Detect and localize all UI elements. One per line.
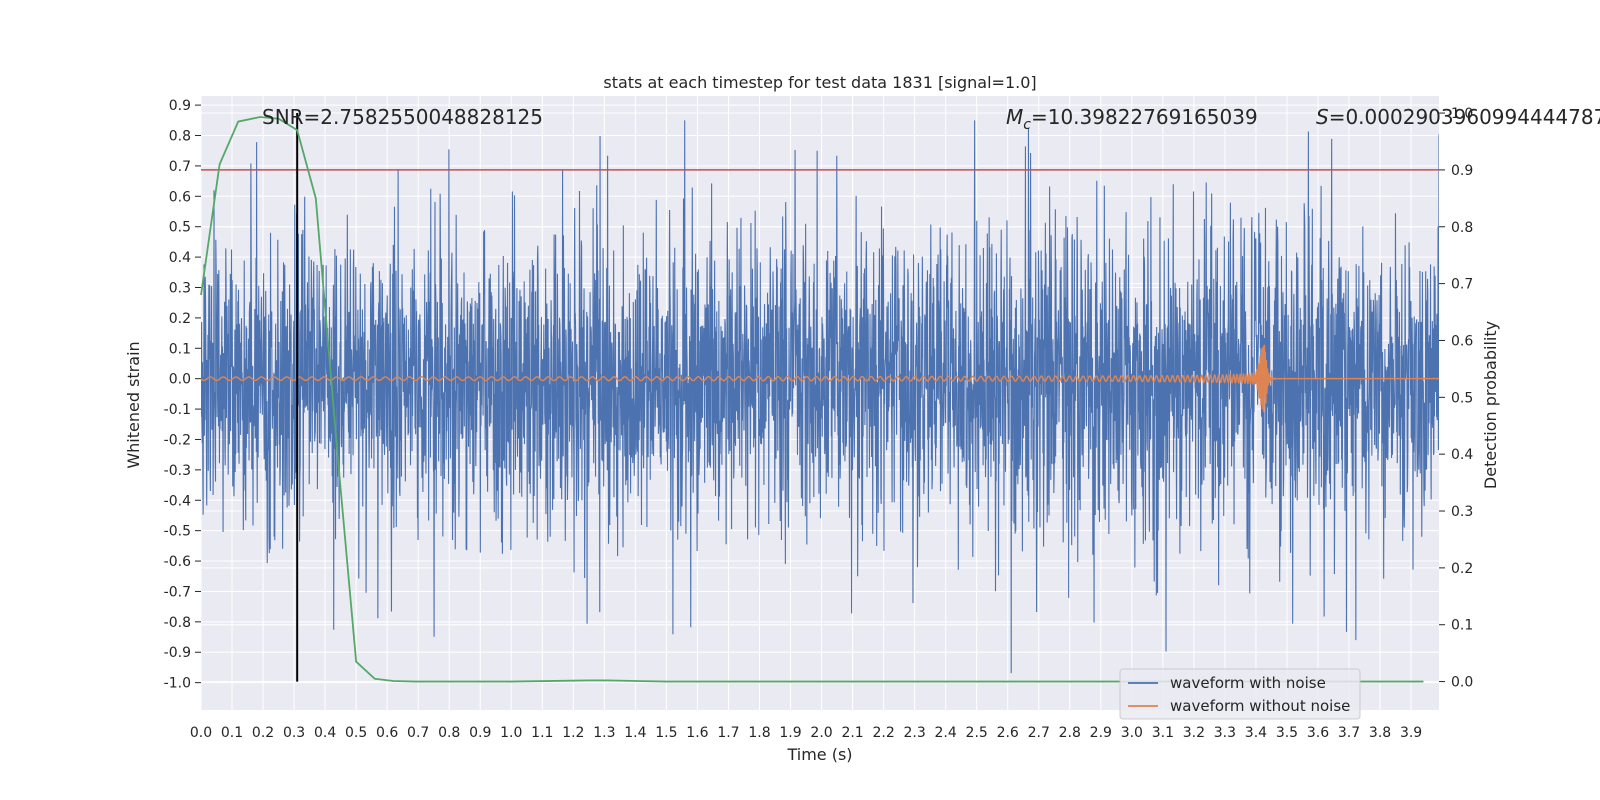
y-tick-label-left: -1.0 [164, 676, 191, 692]
chart-title: stats at each timestep for test data 183… [603, 73, 1036, 92]
y-tick-label-right: 0.7 [1451, 277, 1473, 293]
x-tick-label: 0.2 [252, 725, 274, 741]
x-tick-label: 3.7 [1338, 725, 1360, 741]
x-tick-label: 3.8 [1369, 725, 1391, 741]
y-axis-label-left: Whitened strain [124, 341, 143, 468]
x-tick-label: 2.4 [935, 725, 957, 741]
x-tick-label: 3.4 [1245, 725, 1267, 741]
x-tick-label: 3.5 [1276, 725, 1298, 741]
y-tick-label-left: 0.7 [169, 159, 191, 175]
x-tick-label: 3.6 [1307, 725, 1329, 741]
x-tick-label: 2.7 [1028, 725, 1050, 741]
y-tick-label-right: 0.1 [1451, 618, 1473, 634]
x-tick-label: 3.3 [1214, 725, 1236, 741]
y-tick-label-right: 0.3 [1451, 504, 1473, 520]
x-tick-label: 2.3 [904, 725, 926, 741]
s-annotation: S=0.00029039609944447875 [1316, 105, 1600, 129]
x-tick-label: 3.9 [1400, 725, 1422, 741]
y-tick-label-left: -0.2 [164, 432, 191, 448]
y-tick-label-left: 0.5 [169, 220, 191, 236]
x-tick-label: 1.4 [624, 725, 646, 741]
y-tick-label-left: 0.6 [169, 189, 191, 205]
y-tick-label-left: 0.1 [169, 341, 191, 357]
x-tick-label: 2.0 [810, 725, 832, 741]
snr-annotation: SNR=2.7582550048828125 [262, 105, 543, 129]
y-tick-label-left: -0.3 [164, 463, 191, 479]
mc-symbol: M [1006, 105, 1023, 129]
y-tick-label-right: 0.5 [1451, 390, 1473, 406]
x-tick-label: 3.2 [1183, 725, 1205, 741]
y-tick-label-right: 1.0 [1451, 106, 1473, 122]
y-tick-label-left: -0.9 [164, 645, 191, 661]
s-value: =0.00029039609944447875 [1329, 105, 1600, 129]
x-tick-label: 2.5 [966, 725, 988, 741]
x-tick-label: 1.7 [717, 725, 739, 741]
y-tick-label-left: -0.4 [164, 493, 191, 509]
y-tick-label-left: 0.0 [169, 372, 191, 388]
noise-line [201, 120, 1439, 674]
y-tick-label-left: 0.9 [169, 98, 191, 114]
x-tick-label: 1.2 [562, 725, 584, 741]
x-tick-label: 1.5 [655, 725, 677, 741]
legend: waveform with noise waveform without noi… [1119, 668, 1361, 720]
x-tick-label: 1.1 [531, 725, 553, 741]
y-tick-label-left: -0.5 [164, 524, 191, 540]
x-tick-label: 0.6 [376, 725, 398, 741]
y-tick-label-right: 0.8 [1451, 220, 1473, 236]
x-tick-label: 1.6 [686, 725, 708, 741]
y-tick-label-right: 0.2 [1451, 561, 1473, 577]
overlays [200, 113, 1439, 683]
s-symbol: S [1316, 105, 1329, 129]
legend-box [1119, 668, 1361, 720]
y-tick-label-right: 0.0 [1451, 675, 1473, 691]
y-tick-label-left: -0.7 [164, 584, 191, 600]
mc-subscript: c [1023, 117, 1031, 133]
y-tick-label-left: -0.6 [164, 554, 191, 570]
y-tick-label-left: -0.1 [164, 402, 191, 418]
mc-value: =10.39822769165039 [1031, 105, 1258, 129]
x-tick-label: 2.8 [1059, 725, 1081, 741]
legend-label-noise: waveform with noise [1170, 674, 1326, 692]
x-axis-label: Time (s) [786, 745, 852, 764]
ticks: 0.0 0.1 0.2 0.3 0.4 0.5 0.6 0.7 0.8 0.9 1.0 1.1 1.2 1… [164, 98, 1474, 741]
x-tick-label: 3.1 [1152, 725, 1174, 741]
x-tick-label: 1.9 [779, 725, 801, 741]
y-tick-label-left: -0.8 [164, 615, 191, 631]
x-tick-label: 0.0 [190, 725, 212, 741]
x-tick-label: 0.1 [221, 725, 243, 741]
y-tick-label-left: 0.4 [169, 250, 191, 266]
y-tick-label-right: 0.6 [1451, 333, 1473, 349]
y-tick-label-left: 0.3 [169, 280, 191, 296]
x-tick-label: 1.8 [748, 725, 770, 741]
probability-line [200, 116, 1424, 683]
x-tick-label: 0.7 [407, 725, 429, 741]
x-tick-label: 1.3 [593, 725, 615, 741]
y-tick-label-left: 0.2 [169, 311, 191, 327]
x-tick-label: 2.6 [997, 725, 1019, 741]
x-tick-label: 0.3 [283, 725, 305, 741]
x-tick-label: 2.9 [1090, 725, 1112, 741]
mc-annotation: Mc=10.39822769165039 [1006, 105, 1258, 133]
y-axis-label-right: Detection probability [1481, 321, 1500, 489]
x-tick-label: 0.5 [345, 725, 367, 741]
y-tick-label-left: 0.8 [169, 129, 191, 145]
x-tick-label: 1.0 [500, 725, 522, 741]
x-tick-label: 3.0 [1121, 725, 1143, 741]
x-tick-label: 0.4 [314, 725, 336, 741]
chirp-line [201, 344, 1439, 413]
legend-label-clean: waveform without noise [1170, 697, 1350, 715]
y-tick-label-right: 0.9 [1451, 163, 1473, 179]
series-waveform-with-noise [201, 120, 1439, 674]
x-tick-label: 0.8 [438, 725, 460, 741]
y-tick-label-right: 0.4 [1451, 447, 1473, 463]
series-waveform-without-noise [201, 344, 1439, 413]
x-tick-label: 0.9 [469, 725, 491, 741]
x-tick-label: 2.2 [872, 725, 894, 741]
x-tick-label: 2.1 [841, 725, 863, 741]
